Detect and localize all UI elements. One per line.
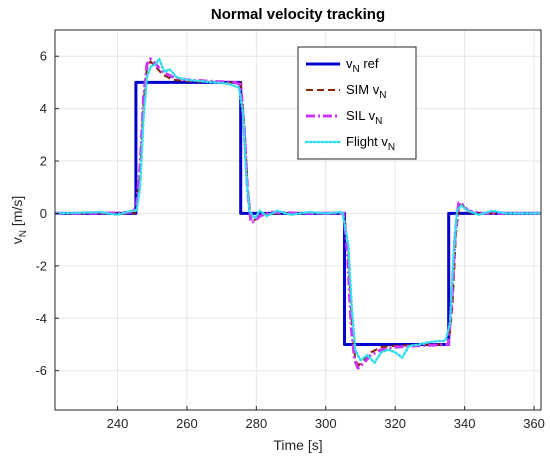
y-axis-label-units: [m/s]: [9, 196, 25, 230]
y-tick-label: 6: [40, 49, 47, 64]
x-tick-label: 320: [384, 416, 406, 431]
y-axis-label-main: v: [9, 237, 25, 244]
x-tick-label: 340: [454, 416, 476, 431]
chart-title: Normal velocity tracking: [211, 6, 385, 23]
x-tick-label: 300: [315, 416, 337, 431]
legend-label-sub: N: [375, 116, 382, 127]
y-tick-label: -4: [35, 311, 47, 326]
y-tick-label: -2: [35, 258, 47, 273]
legend-box: [297, 46, 417, 160]
x-axis-ticks: 240 260 280 300 320 340 360: [107, 406, 545, 431]
legend-label-sub: N: [353, 64, 360, 75]
legend-label-main: SIL v: [346, 108, 376, 123]
legend-label-0: vN ref: [346, 56, 379, 75]
legend-label-sub: N: [379, 90, 386, 101]
y-axis-label: vN [m/s]: [9, 196, 29, 244]
series-line-3: [55, 57, 541, 365]
legend-label-2: SIL vN: [346, 108, 382, 127]
legend-label-sub: N: [388, 142, 395, 153]
legend-label-main: v: [346, 56, 353, 71]
x-tick-label: 240: [107, 416, 129, 431]
legend-label-suffix: ref: [360, 56, 379, 71]
y-tick-label: 0: [40, 206, 47, 221]
plot-frame: [54, 29, 542, 411]
y-axis-label-sub: N: [18, 230, 29, 237]
y-tick-label: -6: [35, 363, 47, 378]
x-tick-label: 280: [245, 416, 267, 431]
x-axis-label: Time [s]: [273, 437, 322, 453]
legend-label-3: Flight vN: [346, 134, 395, 153]
x-tick-label: 260: [176, 416, 198, 431]
y-tick-label: 4: [40, 101, 47, 116]
legend-label-main: SIM v: [346, 82, 380, 97]
y-axis-ticks: -6 -4 -2 0 2 4 6: [35, 49, 59, 378]
y-tick-label: 2: [40, 154, 47, 169]
legend-label-1: SIM vN: [346, 82, 386, 101]
legend-label-main: Flight v: [346, 134, 388, 149]
series-group: [55, 57, 541, 370]
x-tick-label: 360: [523, 416, 545, 431]
